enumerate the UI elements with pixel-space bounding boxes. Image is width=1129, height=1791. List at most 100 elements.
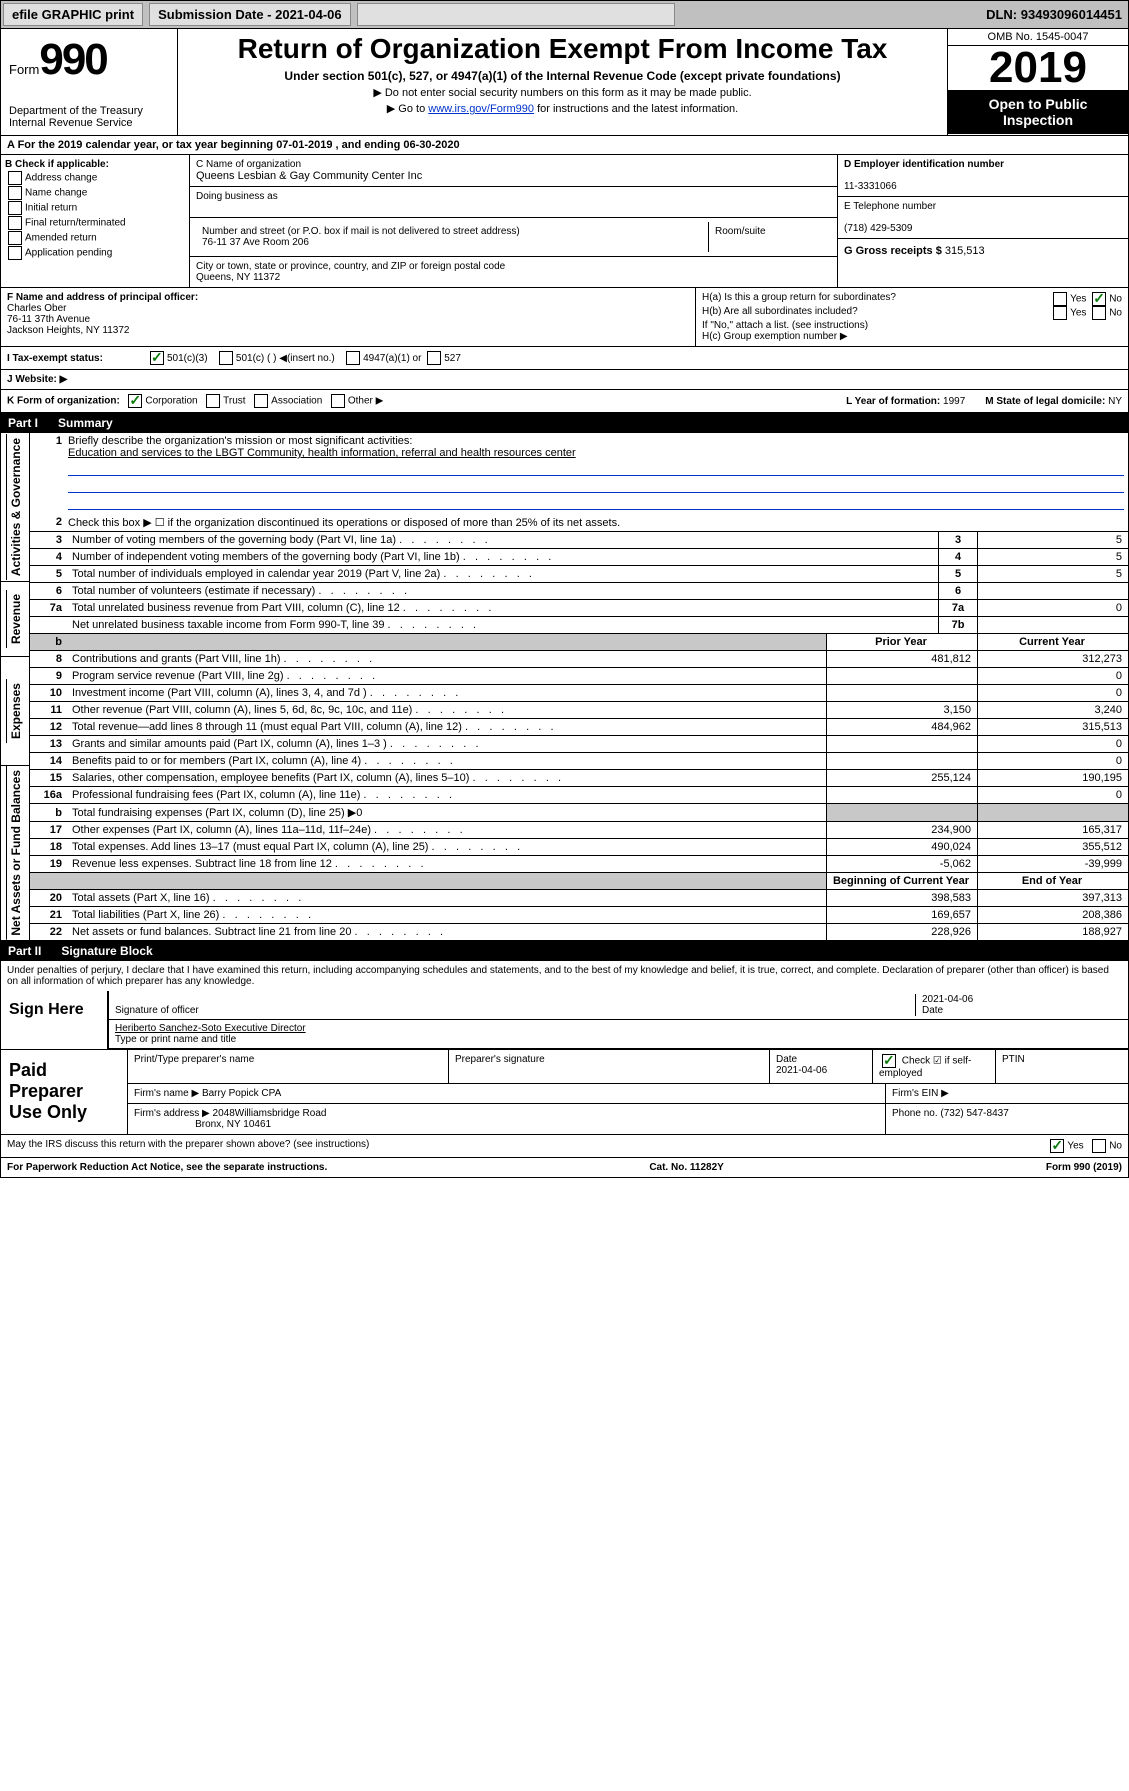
city-label: City or town, state or province, country… bbox=[196, 261, 505, 272]
discuss-no[interactable] bbox=[1092, 1139, 1106, 1153]
table-row: 8Contributions and grants (Part VIII, li… bbox=[30, 651, 1128, 668]
expense-table: 13Grants and similar amounts paid (Part … bbox=[30, 735, 1128, 872]
discuss-yes[interactable] bbox=[1050, 1139, 1064, 1153]
form-subtitle: Under section 501(c), 527, or 4947(a)(1)… bbox=[186, 69, 939, 83]
city-value: Queens, NY 11372 bbox=[196, 272, 280, 283]
table-row: 14Benefits paid to or for members (Part … bbox=[30, 753, 1128, 770]
table-row: 10Investment income (Part VIII, column (… bbox=[30, 685, 1128, 702]
addr-value: 76-11 37 Ave Room 206 bbox=[202, 237, 309, 248]
table-row: 7aTotal unrelated business revenue from … bbox=[30, 600, 1128, 617]
gross-label: G Gross receipts $ bbox=[844, 245, 945, 257]
cb-4947[interactable] bbox=[346, 351, 360, 365]
tax-year: 2019 bbox=[948, 46, 1128, 90]
year-formation: 1997 bbox=[943, 396, 965, 407]
cb-pending[interactable]: Application pending bbox=[5, 246, 185, 260]
open-to-public: Open to Public Inspection bbox=[948, 90, 1128, 134]
current-year-hdr: Current Year bbox=[978, 634, 1129, 651]
cb-corp[interactable] bbox=[128, 394, 142, 408]
hb-note: If "No," attach a list. (see instruction… bbox=[702, 320, 1122, 331]
prior-year-hdr: Prior Year bbox=[827, 634, 978, 651]
table-row: 18Total expenses. Add lines 13–17 (must … bbox=[30, 839, 1128, 856]
officer-addr2: Jackson Heights, NY 11372 bbox=[7, 325, 129, 336]
col-d: D Employer identification number11-33310… bbox=[837, 155, 1128, 287]
form-note1: ▶ Do not enter social security numbers o… bbox=[186, 86, 939, 99]
page-footer: For Paperwork Reduction Act Notice, see … bbox=[0, 1158, 1129, 1178]
top-bar: efile GRAPHIC print Submission Date - 20… bbox=[0, 0, 1129, 29]
cb-amended[interactable]: Amended return bbox=[5, 231, 185, 245]
officer-addr1: 76-11 37th Avenue bbox=[7, 314, 90, 325]
form-title: Return of Organization Exempt From Incom… bbox=[186, 33, 939, 65]
form-header: Form990 Department of the Treasury Inter… bbox=[0, 29, 1129, 136]
discuss-text: May the IRS discuss this return with the… bbox=[7, 1139, 369, 1153]
discuss-row: May the IRS discuss this return with the… bbox=[0, 1135, 1129, 1158]
lines-3-7: 3Number of voting members of the governi… bbox=[30, 531, 1128, 633]
firm-phone: (732) 547-8437 bbox=[940, 1108, 1008, 1119]
ha-yes[interactable] bbox=[1053, 292, 1067, 306]
cb-501c[interactable] bbox=[219, 351, 233, 365]
table-row: 15Salaries, other compensation, employee… bbox=[30, 770, 1128, 787]
sig-name-label: Type or print name and title bbox=[115, 1034, 236, 1045]
table-row: Net unrelated business taxable income fr… bbox=[30, 617, 1128, 634]
submission-date-button[interactable]: Submission Date - 2021-04-06 bbox=[149, 3, 351, 26]
officer-label: F Name and address of principal officer: bbox=[7, 292, 198, 303]
end-year-hdr: End of Year bbox=[978, 873, 1129, 890]
firm-name: Barry Popick CPA bbox=[202, 1088, 281, 1099]
firm-addr-label: Firm's address ▶ bbox=[134, 1108, 213, 1119]
prep-date: 2021-04-06 bbox=[776, 1065, 827, 1076]
irs-link[interactable]: www.irs.gov/Form990 bbox=[428, 103, 534, 115]
efile-print-button[interactable]: efile GRAPHIC print bbox=[3, 3, 143, 26]
table-row: 12Total revenue—add lines 8 through 11 (… bbox=[30, 719, 1128, 736]
room-label: Room/suite bbox=[709, 222, 831, 252]
dln-label: DLN: 93493096014451 bbox=[986, 7, 1126, 22]
table-row: 20Total assets (Part X, line 16) . . . .… bbox=[30, 890, 1128, 907]
sig-officer-label: Signature of officer bbox=[115, 1005, 199, 1016]
org-name-label: C Name of organization bbox=[196, 159, 301, 170]
firm-addr: 2048Williamsbridge Road bbox=[213, 1108, 327, 1119]
part-ii-header: Part IISignature Block bbox=[0, 941, 1129, 961]
cb-501c3[interactable] bbox=[150, 351, 164, 365]
hb-no[interactable] bbox=[1092, 306, 1106, 320]
prep-date-label: Date bbox=[776, 1054, 797, 1065]
col-f: F Name and address of principal officer:… bbox=[1, 288, 696, 346]
cb-527[interactable] bbox=[427, 351, 441, 365]
cb-assoc[interactable] bbox=[254, 394, 268, 408]
line-2: Check this box ▶ ☐ if the organization d… bbox=[68, 516, 1124, 529]
sign-here-label: Sign Here bbox=[1, 991, 109, 1049]
cb-final-return[interactable]: Final return/terminated bbox=[5, 216, 185, 230]
table-row: 11Other revenue (Part VIII, column (A), … bbox=[30, 702, 1128, 719]
mission-text: Education and services to the LBGT Commu… bbox=[68, 447, 576, 459]
ptin-label: PTIN bbox=[996, 1050, 1128, 1083]
footer-right: Form 990 (2019) bbox=[1046, 1162, 1122, 1173]
cb-initial-return[interactable]: Initial return bbox=[5, 201, 185, 215]
footer-mid: Cat. No. 11282Y bbox=[649, 1162, 723, 1173]
website-label: J Website: ▶ bbox=[7, 374, 67, 385]
row-j: J Website: ▶ bbox=[0, 370, 1129, 390]
gross-value: 315,513 bbox=[945, 245, 985, 257]
vtab-governance: Activities & Governance bbox=[6, 434, 25, 580]
firm-phone-label: Phone no. bbox=[892, 1108, 940, 1119]
cb-trust[interactable] bbox=[206, 394, 220, 408]
table-row: 3Number of voting members of the governi… bbox=[30, 532, 1128, 549]
footer-left: For Paperwork Reduction Act Notice, see … bbox=[7, 1162, 327, 1173]
cb-self-employed[interactable] bbox=[882, 1054, 896, 1068]
cb-name-change[interactable]: Name change bbox=[5, 186, 185, 200]
row-k: K Form of organization: Corporation Trus… bbox=[0, 390, 1129, 413]
dba-label: Doing business as bbox=[196, 191, 278, 202]
cb-address-change[interactable]: Address change bbox=[5, 171, 185, 185]
cb-other[interactable] bbox=[331, 394, 345, 408]
sig-name: Heriberto Sanchez-Soto Executive Directo… bbox=[115, 1023, 306, 1034]
year-formation-label: L Year of formation: bbox=[846, 396, 943, 407]
form-note2: ▶ Go to www.irs.gov/Form990 for instruct… bbox=[186, 102, 939, 115]
table-row: 16aProfessional fundraising fees (Part I… bbox=[30, 787, 1128, 804]
org-name: Queens Lesbian & Gay Community Center In… bbox=[196, 170, 422, 182]
col-c: C Name of organizationQueens Lesbian & G… bbox=[190, 155, 837, 287]
form-org-label: K Form of organization: bbox=[7, 396, 120, 407]
b-label: B Check if applicable: bbox=[5, 159, 185, 170]
table-row: 13Grants and similar amounts paid (Part … bbox=[30, 736, 1128, 753]
ha-no[interactable] bbox=[1092, 292, 1106, 306]
hb-yes[interactable] bbox=[1053, 306, 1067, 320]
table-row: 4Number of independent voting members of… bbox=[30, 549, 1128, 566]
vtab-expenses: Expenses bbox=[6, 679, 25, 743]
vtab-netassets: Net Assets or Fund Balances bbox=[6, 766, 25, 940]
col-h: H(a) Is this a group return for subordin… bbox=[696, 288, 1128, 346]
